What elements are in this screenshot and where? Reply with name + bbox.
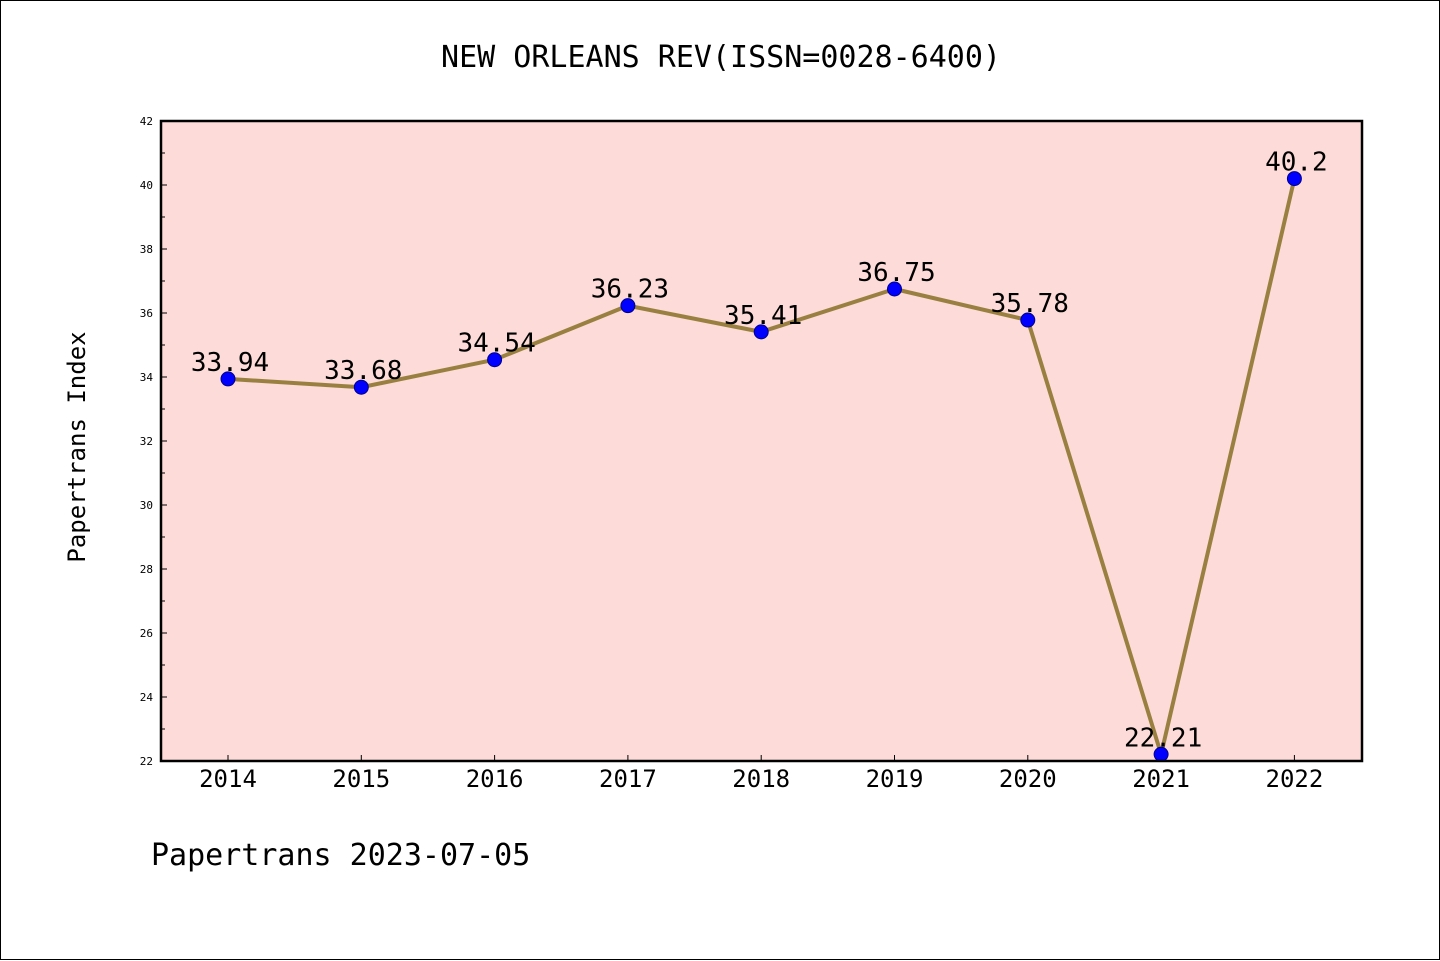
data-point bbox=[353, 379, 369, 395]
x-tick-label: 2019 bbox=[866, 765, 924, 793]
data-label: 22.21 bbox=[1124, 723, 1202, 753]
x-tick-label: 2020 bbox=[999, 765, 1057, 793]
data-label: 35.78 bbox=[991, 289, 1069, 319]
y-axis-label: Papertrans Index bbox=[63, 331, 91, 562]
data-point bbox=[620, 298, 636, 314]
y-tick-label: 30 bbox=[140, 499, 153, 512]
data-label: 35.41 bbox=[724, 301, 802, 331]
x-tick-label: 2017 bbox=[599, 765, 657, 793]
y-tick-label: 42 bbox=[140, 115, 153, 128]
data-point bbox=[1020, 312, 1036, 328]
data-point bbox=[1286, 171, 1302, 187]
y-tick-label: 34 bbox=[140, 371, 154, 384]
y-tick-label: 22 bbox=[140, 755, 153, 768]
y-tick-label: 38 bbox=[140, 243, 153, 256]
data-point bbox=[220, 371, 236, 387]
x-tick-label: 2022 bbox=[1266, 765, 1324, 793]
footer-text: Papertrans 2023-07-05 bbox=[151, 838, 530, 873]
chart-title: NEW ORLEANS REV(ISSN=0028-6400) bbox=[441, 40, 1001, 75]
x-tick-label: 2014 bbox=[199, 765, 257, 793]
data-point bbox=[887, 281, 902, 297]
data-label: 33.68 bbox=[324, 356, 402, 386]
data-label: 33.94 bbox=[191, 348, 269, 378]
plot-area bbox=[161, 121, 1362, 761]
y-tick-label: 40 bbox=[140, 179, 153, 192]
data-label: 40.2 bbox=[1265, 148, 1328, 178]
data-point bbox=[753, 324, 769, 340]
data-label: 34.54 bbox=[457, 329, 535, 359]
y-tick-label: 26 bbox=[140, 627, 153, 640]
x-axis: 2014 2015 2016 2017 2018 2019 2020 2021 2022 bbox=[199, 755, 1323, 793]
y-tick-label: 24 bbox=[140, 691, 154, 704]
x-tick-label: 2021 bbox=[1132, 765, 1190, 793]
x-tick-label: 2018 bbox=[732, 765, 790, 793]
data-label: 36.23 bbox=[591, 275, 669, 305]
plot-border bbox=[159, 119, 1364, 763]
y-tick-label: 36 bbox=[140, 307, 153, 320]
data-labels: 33.94 33.68 34.54 36.23 35.41 36.75 35.78 22.21… bbox=[191, 148, 1328, 754]
data-label: 36.75 bbox=[857, 258, 935, 288]
x-tick-label: 2015 bbox=[332, 765, 390, 793]
y-tick-label: 28 bbox=[140, 563, 153, 576]
y-axis: 22 24 26 28 30 32 34 36 38 40 42 bbox=[140, 115, 167, 768]
data-point bbox=[487, 352, 503, 368]
y-tick-label: 32 bbox=[140, 435, 153, 448]
x-tick-label: 2016 bbox=[466, 765, 524, 793]
